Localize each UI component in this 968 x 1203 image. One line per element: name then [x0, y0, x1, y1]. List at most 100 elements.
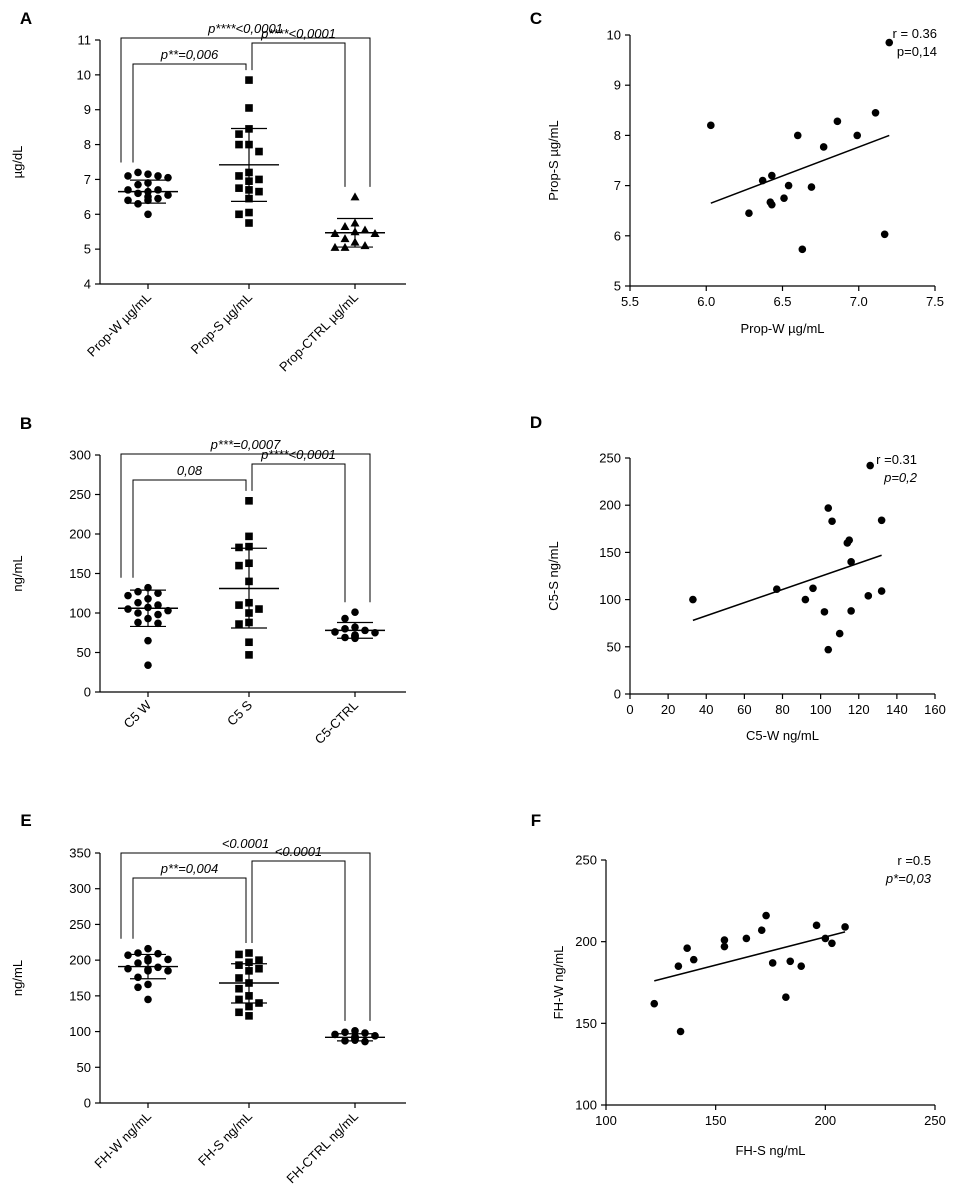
data-point — [235, 140, 243, 149]
y-tick-label: 150 — [599, 545, 621, 560]
data-point — [853, 131, 862, 140]
data-point — [745, 209, 753, 218]
y-tick-label: 250 — [575, 853, 597, 868]
y-tick-label: 200 — [599, 498, 621, 513]
correlation-r: r =0.5 — [897, 853, 931, 868]
significance-bracket — [251, 463, 346, 603]
data-point — [877, 516, 886, 525]
x-tick-label: 250 — [924, 1113, 946, 1128]
y-tick-label: 4 — [84, 277, 91, 292]
data-point — [757, 926, 766, 935]
data-point — [786, 957, 795, 966]
data-point — [245, 76, 253, 84]
data-point — [245, 208, 253, 217]
y-tick-label: 100 — [69, 1024, 91, 1039]
data-point — [824, 504, 833, 512]
data-point — [154, 172, 162, 180]
correlation-p: p=0,2 — [883, 470, 918, 485]
data-point — [235, 961, 243, 969]
data-point — [330, 242, 340, 251]
data-point — [768, 200, 776, 209]
data-point — [864, 592, 873, 600]
data-point — [245, 532, 253, 541]
data-point — [812, 921, 821, 930]
data-point — [361, 1037, 369, 1046]
x-axis-label: FH-S ng/mL — [735, 1143, 805, 1158]
x-category-label: C5-CTRL — [312, 698, 361, 747]
data-point — [134, 587, 142, 596]
panel-d: D 0 50 100 150 200 250 0 20 40 60 80 100 120 140 160 C5-… — [530, 413, 946, 743]
data-point — [235, 184, 243, 192]
data-point — [134, 180, 142, 189]
data-point — [134, 973, 142, 982]
y-tick-label: 300 — [69, 881, 91, 896]
regression-line — [654, 931, 846, 982]
data-point — [134, 189, 142, 198]
significance-label: p****<0,0001 — [207, 21, 283, 36]
panel-label: B — [20, 414, 32, 433]
data-point — [124, 186, 132, 194]
data-point — [154, 949, 162, 958]
correlation-r: r = 0.36 — [893, 26, 937, 41]
data-point — [824, 645, 833, 654]
y-axis-label: µg/dL — [10, 146, 25, 179]
x-tick-label: 100 — [810, 702, 832, 717]
data-point — [772, 585, 781, 594]
y-tick-label: 50 — [607, 639, 621, 654]
data-point — [134, 949, 142, 957]
y-tick-label: 6 — [84, 207, 91, 222]
data-point — [340, 221, 350, 230]
data-point — [245, 1012, 253, 1020]
x-tick-label: 160 — [924, 702, 946, 717]
x-tick-label: 20 — [661, 702, 675, 717]
y-tick-label: 200 — [69, 953, 91, 968]
data-point — [676, 1027, 685, 1036]
data-point — [877, 587, 886, 595]
data-point — [245, 638, 253, 647]
panel-e: E 0 50 100 150 200 250 300 350 ng/mL FH-W ng/mL FH-… — [10, 811, 406, 1186]
data-point — [164, 955, 172, 964]
data-point — [331, 1030, 339, 1039]
y-tick-label: 200 — [575, 934, 597, 949]
data-point — [164, 967, 172, 975]
y-tick-label: 9 — [614, 78, 621, 93]
y-axis-label: C5-S ng/mL — [546, 541, 561, 610]
data-point — [134, 598, 142, 607]
data-point — [235, 601, 243, 609]
y-tick-label: 50 — [77, 645, 91, 660]
data-point — [245, 958, 253, 967]
data-point — [828, 939, 836, 948]
data-point — [144, 210, 152, 219]
significance-label: 0,08 — [177, 463, 203, 478]
data-point — [235, 172, 243, 180]
x-tick-label: 40 — [699, 702, 713, 717]
significance-bracket — [132, 479, 247, 578]
y-axis-label: ng/mL — [10, 960, 25, 996]
x-tick-label: 6.0 — [697, 294, 715, 309]
data-point — [360, 225, 370, 234]
y-tick-label: 8 — [84, 137, 91, 152]
data-point — [845, 536, 854, 544]
data-point — [235, 950, 243, 959]
data-point — [674, 962, 683, 970]
data-point — [360, 241, 370, 250]
data-point — [144, 944, 152, 953]
data-point — [235, 130, 243, 138]
data-point — [341, 1028, 349, 1037]
y-tick-label: 100 — [575, 1098, 597, 1113]
y-tick-label: 5 — [84, 242, 91, 257]
data-point — [134, 609, 142, 617]
data-point — [245, 104, 253, 112]
y-axis-label: ng/mL — [10, 555, 25, 591]
x-tick-label: 140 — [886, 702, 908, 717]
data-point — [361, 1029, 369, 1037]
data-point — [341, 625, 349, 633]
y-tick-label: 10 — [77, 67, 91, 82]
data-point — [797, 962, 806, 970]
significance-bracket — [120, 852, 371, 1021]
significance-label: p**=0,004 — [160, 861, 218, 876]
data-point — [331, 628, 339, 636]
y-tick-label: 0 — [614, 687, 621, 702]
significance-label: <0.0001 — [275, 844, 322, 859]
